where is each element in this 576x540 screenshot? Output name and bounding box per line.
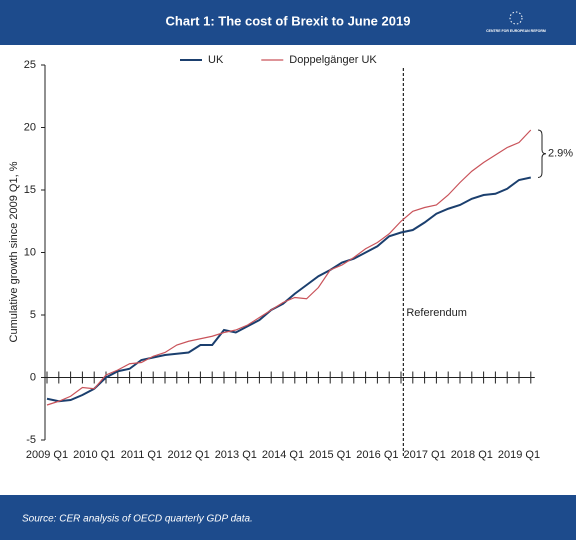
y-axis-label: Cumulative growth since 2009 Q1, % <box>8 161 20 342</box>
gap-label: 2.9% <box>548 148 573 160</box>
legend-label: Doppelgänger UK <box>289 54 377 66</box>
x-tick-label: 2012 Q1 <box>167 449 209 461</box>
x-tick-label: 2010 Q1 <box>73 449 115 461</box>
logo-text: CENTRE FOR EUROPEAN REFORM <box>486 29 546 33</box>
x-tick-label: 2015 Q1 <box>309 449 351 461</box>
x-tick-label: 2016 Q1 <box>356 449 398 461</box>
x-tick-label: 2014 Q1 <box>262 449 304 461</box>
x-tick-label: 2009 Q1 <box>26 449 68 461</box>
logo-stars <box>509 11 523 25</box>
legend-label: UK <box>208 54 224 66</box>
footer-band <box>0 495 576 540</box>
logo: CENTRE FOR EUROPEAN REFORM <box>486 11 546 33</box>
y-tick-label: 15 <box>24 184 36 196</box>
x-tick-label: 2018 Q1 <box>451 449 493 461</box>
chart-title: Chart 1: The cost of Brexit to June 2019 <box>166 13 411 28</box>
series-line <box>46 176 532 403</box>
y-tick-label: -5 <box>26 434 36 446</box>
referendum-label: Referendum <box>406 307 467 319</box>
series-line <box>46 129 532 406</box>
y-tick-label: 0 <box>30 371 36 383</box>
y-tick-label: 5 <box>30 309 36 321</box>
x-tick-label: 2017 Q1 <box>403 449 445 461</box>
header-band <box>0 0 576 45</box>
y-tick-label: 25 <box>24 59 36 71</box>
x-tick-label: 2019 Q1 <box>498 449 540 461</box>
y-tick-label: 10 <box>24 246 36 258</box>
x-tick-label: 2011 Q1 <box>121 449 162 461</box>
x-tick-label: 2013 Q1 <box>215 449 257 461</box>
source: Source: CER analysis of OECD quarterly G… <box>22 514 253 525</box>
gap-bracket <box>537 129 547 178</box>
y-tick-label: 20 <box>24 121 36 133</box>
